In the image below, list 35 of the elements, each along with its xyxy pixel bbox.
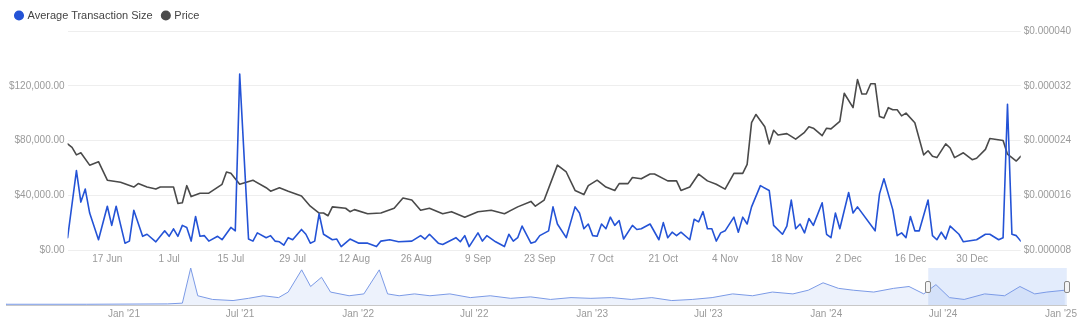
x-tick-label: Jan '25 bbox=[1045, 307, 1078, 319]
x-tick-label: 2 Dec bbox=[835, 252, 862, 264]
x-tick-label: Jul '22 bbox=[459, 307, 489, 319]
y2-tick-label: $0.000016 bbox=[1023, 189, 1072, 200]
x-tick-label: 18 Nov bbox=[771, 252, 803, 264]
x-tick-label: 15 Jul bbox=[217, 252, 245, 264]
x-tick-label: Jan '21 bbox=[108, 307, 141, 319]
x-tick-label: 30 Dec bbox=[956, 252, 989, 264]
y-tick-label: $40,000.00 bbox=[14, 189, 66, 200]
y-tick-label: $120,000.00 bbox=[8, 79, 66, 91]
x-tick-label: Jan '22 bbox=[342, 307, 375, 319]
y2-tick-label: $0.000032 bbox=[1023, 79, 1072, 91]
y2-tick-label: $0.000040 bbox=[1023, 24, 1072, 36]
x-tick-label: 29 Jul bbox=[279, 252, 306, 264]
x-tick-label: Jan '23 bbox=[576, 307, 609, 319]
legend-label: Price bbox=[174, 8, 200, 21]
x-tick-label: 17 Jun bbox=[92, 252, 123, 264]
x-tick-label: 16 Dec bbox=[894, 252, 927, 264]
legend-label: Average Transaction Size bbox=[27, 8, 153, 21]
x-tick-label: 21 Oct bbox=[648, 252, 679, 264]
y-tick-label: $0.00 bbox=[39, 243, 66, 255]
x-tick-label: Jan '24 bbox=[810, 307, 843, 319]
x-tick-label: 1 Jul bbox=[158, 252, 180, 264]
x-tick-label: 7 Oct bbox=[589, 252, 614, 264]
x-tick-label: 26 Aug bbox=[400, 252, 432, 264]
y2-tick-label: $0.000008 bbox=[1023, 243, 1072, 255]
x-tick-label: 12 Aug bbox=[338, 252, 371, 264]
x-tick-label: Jul '23 bbox=[693, 307, 723, 319]
x-tick-label: 9 Sep bbox=[464, 252, 492, 264]
x-tick-label: 4 Nov bbox=[712, 252, 739, 264]
x-tick-label: 23 Sep bbox=[523, 252, 557, 264]
x-tick-label: Jul '21 bbox=[225, 307, 255, 319]
x-tick-label: Jul '24 bbox=[928, 307, 958, 319]
y-tick-label: $80,000.00 bbox=[14, 134, 66, 146]
y2-tick-label: $0.000024 bbox=[1023, 134, 1072, 146]
